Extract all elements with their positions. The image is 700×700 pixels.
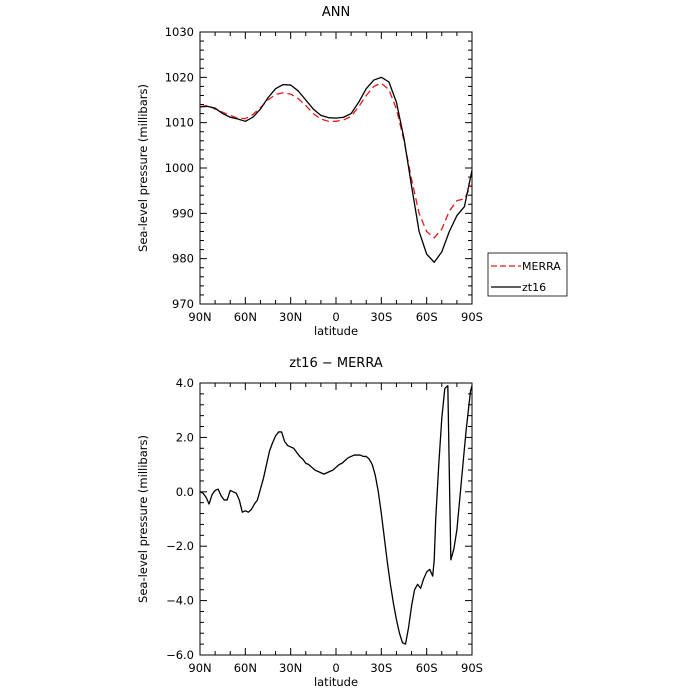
series-line-zt16 (200, 76, 472, 263)
x-tick-label: 60S (416, 310, 438, 324)
x-tick-label: 60N (234, 310, 257, 324)
x-tick-label: 90S (461, 661, 483, 675)
y-tick-label: 4.0 (176, 376, 194, 390)
x-tick-label: 60S (416, 661, 438, 675)
y-tick-label: 1020 (165, 70, 194, 84)
series-line-merra (200, 82, 472, 239)
legend: MERRA zt16 (487, 252, 568, 297)
y-tick-label: 1030 (165, 25, 194, 39)
y-tick-label: −2.0 (166, 539, 194, 553)
legend-label: MERRA (522, 260, 561, 273)
y-tick-label: −6.0 (166, 648, 194, 662)
plot-title: ANN (322, 5, 350, 20)
y-tick-label: 1000 (165, 161, 194, 175)
x-axis-title: latitude (314, 675, 358, 689)
y-tick-label: 970 (172, 297, 194, 311)
x-tick-label: 30S (370, 661, 392, 675)
plot-frame (199, 382, 473, 656)
x-tick-label: 90S (461, 310, 483, 324)
x-tick-label: 90N (188, 661, 211, 675)
x-tick-label: 90N (188, 310, 211, 324)
x-tick-label: 30N (279, 310, 302, 324)
y-tick-label: 0.0 (176, 485, 194, 499)
y-tick-label: 1010 (165, 116, 194, 130)
x-tick-label: 30S (370, 310, 392, 324)
y-axis-title: Sea-level pressure (millibars) (136, 84, 150, 252)
x-tick-label: 30N (279, 661, 302, 675)
y-tick-label: −4.0 (166, 594, 194, 608)
plot-frame (199, 31, 473, 305)
x-tick-label: 60N (234, 661, 257, 675)
x-axis-title: latitude (314, 324, 358, 338)
plot-panel-1: 90N 60N 30N 0 30S 60S 90S 970 980 990 1000 1010 1020… (136, 5, 568, 338)
plot-panel-2: 90N 60N 30N 0 30S 60S 90S −6.0 −4.0 −2.0 0.0 2.0 4.0… (136, 356, 483, 689)
y-tick-label: 980 (172, 252, 194, 266)
x-tick-label: 0 (332, 661, 339, 675)
y-tick-label: 990 (172, 206, 194, 220)
x-tick-label: 0 (332, 310, 339, 324)
y-tick-label: 2.0 (176, 430, 194, 444)
legend-label: zt16 (522, 281, 546, 294)
legend-box (487, 252, 568, 297)
plot-title: zt16 − MERRA (289, 356, 383, 371)
y-axis-title: Sea-level pressure (millibars) (136, 435, 150, 603)
series-line-difference (200, 385, 472, 645)
